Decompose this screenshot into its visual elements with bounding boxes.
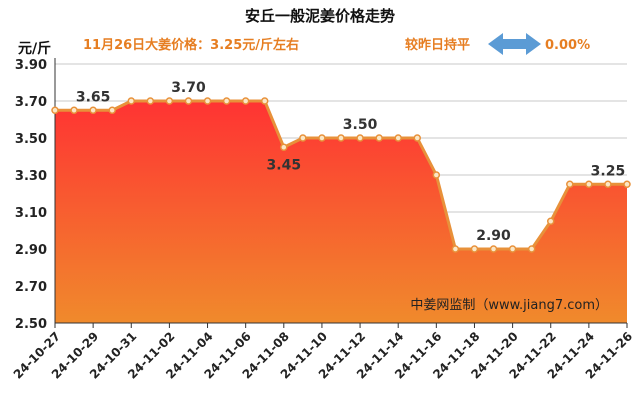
change-label: 较昨日持平 (405, 37, 470, 53)
data-point (222, 97, 231, 105)
data-point (280, 143, 288, 151)
data-point (470, 245, 479, 253)
y-tick-label: 3.10 (15, 206, 47, 221)
data-point (89, 106, 97, 114)
data-point (184, 97, 193, 105)
change-percent: 0.00% (545, 38, 590, 53)
data-point (260, 97, 269, 105)
data-point (546, 217, 555, 225)
data-label: 3.45 (267, 157, 302, 173)
data-point (299, 134, 307, 142)
data-point (527, 245, 536, 253)
data-point (70, 106, 78, 114)
data-point (356, 134, 364, 142)
data-point (241, 97, 250, 105)
data-label: 3.50 (343, 117, 378, 133)
y-axis-unit: 元/斤 (18, 40, 51, 57)
y-tick-label: 2.70 (15, 280, 47, 295)
data-point (413, 134, 422, 142)
y-tick-label: 3.30 (15, 169, 47, 184)
data-label: 3.65 (76, 89, 111, 105)
data-point (566, 180, 574, 188)
data-point (375, 134, 383, 142)
y-tick-label: 2.50 (15, 317, 47, 332)
data-point (585, 180, 593, 188)
y-tick-label: 2.90 (15, 243, 47, 258)
chart-subtitle: 11月26日大姜价格：3.25元/斤左右 (83, 37, 299, 53)
data-point (51, 106, 59, 114)
y-tick-label: 3.90 (15, 58, 47, 73)
data-point (623, 180, 631, 188)
price-area (55, 101, 627, 323)
data-point (146, 97, 155, 105)
data-point (489, 245, 498, 253)
data-point (127, 97, 136, 105)
axes (54, 58, 627, 324)
x-axis-ticks: 24-10-2724-10-2924-10-3124-11-0224-11-04… (11, 323, 635, 382)
data-label: 2.90 (476, 228, 511, 244)
y-tick-label: 3.50 (15, 132, 47, 147)
source-credit: 中姜网监制（www.jiang7.com） (410, 298, 608, 313)
data-point (508, 245, 517, 253)
data-point (451, 245, 460, 253)
data-point (318, 134, 326, 142)
data-label: 3.70 (171, 80, 206, 96)
data-point (337, 134, 345, 142)
data-point (203, 97, 212, 105)
data-point (165, 97, 174, 105)
data-label: 3.25 (591, 163, 626, 179)
data-labels: 3.65 3.70 3.45 3.50 2.90 3.25 (76, 80, 625, 244)
data-points (51, 97, 631, 253)
chart-title: 安丘一般泥姜价格走势 (245, 7, 395, 25)
data-point (432, 171, 441, 179)
double-arrow-icon (488, 33, 541, 55)
data-point (108, 106, 116, 114)
data-point (394, 134, 402, 142)
y-axis-ticks: 2.50 2.70 2.90 3.10 3.30 3.50 3.70 3.90 (15, 58, 47, 332)
y-tick-label: 3.70 (15, 95, 47, 110)
data-point (604, 180, 612, 188)
